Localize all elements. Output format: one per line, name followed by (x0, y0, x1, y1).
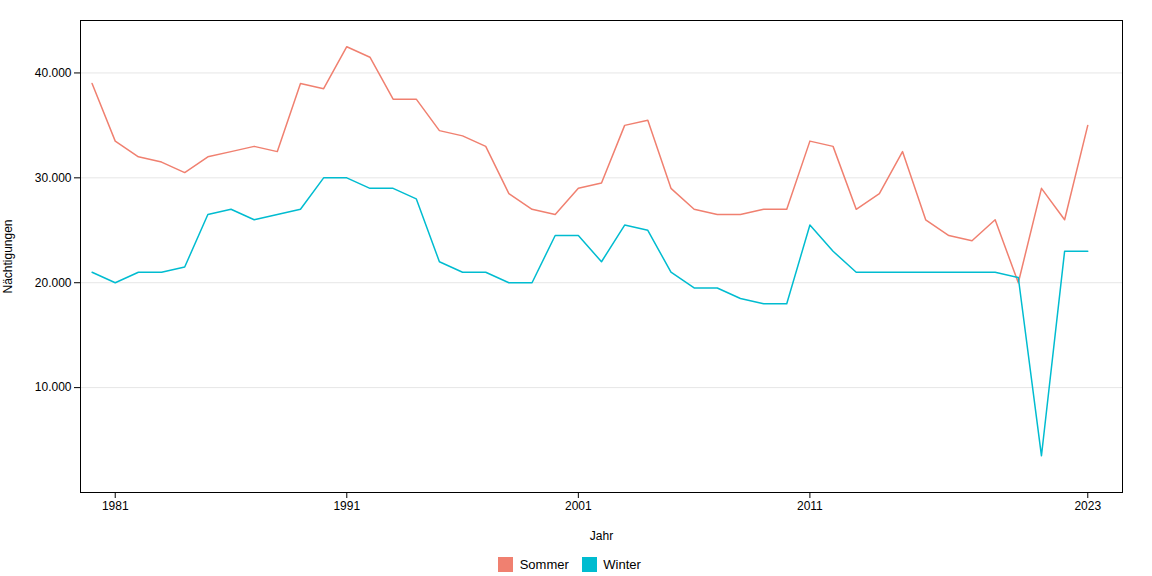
svg-text:20.000: 20.000 (35, 276, 72, 290)
html-text:Sommer: Sommer (519, 557, 569, 572)
svg-text:Nächtigungen: Nächtigungen (1, 219, 15, 293)
svg-text:2001: 2001 (565, 499, 592, 513)
svg-text:2023: 2023 (1074, 499, 1101, 513)
svg-text:30.000: 30.000 (35, 171, 72, 185)
svg-text:2011: 2011 (797, 499, 823, 513)
html-text:Winter: Winter (603, 557, 641, 572)
svg-text:Jahr: Jahr (590, 529, 613, 543)
svg-text:1981: 1981 (102, 499, 129, 513)
svg-text:1991: 1991 (333, 499, 360, 513)
svg-text:10.000: 10.000 (35, 380, 72, 394)
svg-text:40.000: 40.000 (35, 66, 72, 80)
